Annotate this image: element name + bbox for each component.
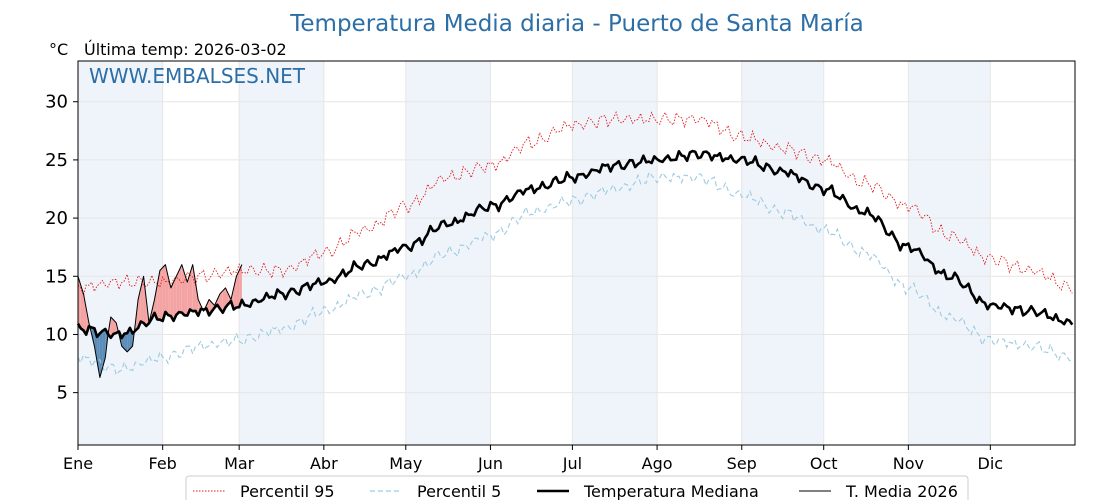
above-median-fill: [78, 276, 81, 329]
x-tick-label: Dic: [978, 454, 1004, 473]
y-tick-label: 5: [57, 383, 68, 404]
above-median-fill: [195, 282, 199, 316]
plot-frame: [77, 60, 1076, 446]
above-median-fill: [179, 264, 182, 313]
above-median-fill: [181, 264, 185, 316]
y-axis: 5 10 15 20 25 30: [45, 92, 78, 404]
below-median-fill: [99, 330, 103, 378]
legend-label-median: Temperatura Mediana: [583, 482, 759, 500]
below-median-fill: [124, 333, 128, 352]
above-median-fill: [236, 270, 240, 308]
legend-label-p5: Percentil 5: [417, 482, 501, 500]
x-tick-label: Sep: [727, 454, 757, 473]
month-band: [78, 61, 163, 445]
y-tick-label: 25: [45, 150, 68, 171]
legend: Percentil 95 Percentil 5 Temperatura Med…: [185, 475, 969, 500]
above-median-fill: [239, 264, 242, 308]
month-band: [572, 61, 658, 445]
below-median-fill: [97, 333, 100, 378]
x-tick-label: Ago: [642, 454, 673, 473]
y-tick-label: 20: [45, 208, 68, 229]
y-tick-label: 30: [45, 92, 68, 113]
x-tick-label: Abr: [310, 454, 338, 473]
above-median-fill: [189, 264, 193, 312]
above-median-fill: [176, 270, 180, 315]
x-axis: Ene Feb Mar Abr May Jun Jul Ago Sep Oct Nov Dic: [63, 445, 1003, 473]
above-median-fill: [170, 282, 174, 321]
x-tick-label: Jun: [477, 454, 503, 473]
below-median-fill: [102, 329, 106, 368]
above-median-fill: [187, 273, 190, 316]
median-line: [76, 149, 1074, 340]
x-tick-label: Feb: [149, 454, 177, 473]
unit-label: °C: [49, 40, 68, 59]
above-median-fill: [192, 264, 196, 312]
above-median-fill: [154, 285, 158, 320]
x-tick-label: Jul: [562, 454, 582, 473]
last-temp-label: Última temp: 2026-03-02: [84, 40, 287, 59]
month-band: [239, 61, 324, 445]
legend-label-p95: Percentil 95: [240, 482, 335, 500]
above-median-fill: [159, 267, 163, 322]
legend-frame: [185, 475, 969, 500]
series-lines: [76, 111, 1074, 378]
y-tick-label: 10: [45, 324, 68, 345]
y-tick-label: 15: [45, 266, 68, 287]
above-median-fill: [233, 276, 237, 310]
above-median-fill: [162, 264, 166, 322]
chart-title: Temperatura Media diaria - Puerto de San…: [289, 11, 863, 37]
legend-label-year: T. Media 2026: [845, 482, 958, 500]
above-median-fill: [165, 264, 169, 315]
x-tick-label: Mar: [224, 454, 255, 473]
watermark: WWW.EMBALSES.NET: [89, 64, 306, 88]
month-band: [405, 61, 491, 445]
above-median-fill: [173, 276, 177, 321]
x-tick-label: Nov: [893, 454, 924, 473]
above-median-fill: [113, 319, 117, 334]
above-median-fill: [110, 317, 114, 338]
above-median-fill: [83, 293, 87, 335]
year-2026-line: [77, 264, 243, 378]
x-tick-label: May: [389, 454, 422, 473]
above-median-fill: [80, 285, 84, 331]
p5-line: [77, 171, 1073, 377]
above-median-fill: [143, 276, 147, 327]
month-band: [741, 61, 824, 445]
x-tick-label: Oct: [810, 454, 838, 473]
x-tick-label: Ene: [63, 454, 93, 473]
above-median-fill: [140, 276, 144, 324]
month-bands: [78, 61, 991, 445]
above-median-fill: [220, 290, 223, 313]
above-median-fill: [184, 273, 188, 316]
